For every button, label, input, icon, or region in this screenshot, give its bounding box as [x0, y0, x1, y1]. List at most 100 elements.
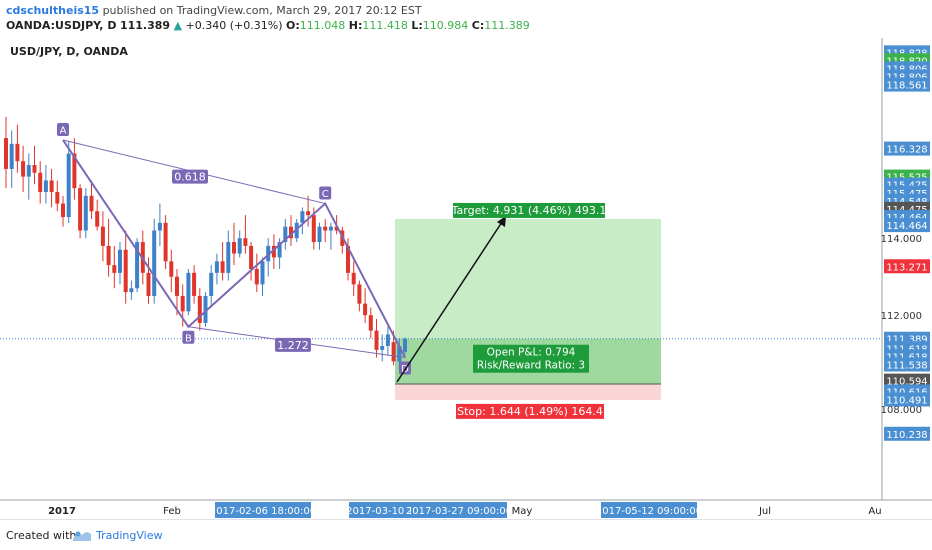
- candle-body: [300, 211, 305, 223]
- time-highlight-box: [349, 502, 411, 518]
- price-label: 111.538: [886, 360, 927, 371]
- time-highlight-label: 2017-05-12 09:00:00: [596, 506, 702, 517]
- candle-body: [323, 226, 328, 231]
- candle-body: [328, 226, 333, 231]
- candle-body: [357, 284, 362, 304]
- price-label-box: [884, 392, 930, 407]
- pnl-label: Open P&L: 0.794: [487, 347, 576, 359]
- pattern-point-C[interactable]: [319, 186, 332, 200]
- high-value: 111.418: [362, 19, 408, 32]
- time-tick-label: Au: [868, 506, 881, 517]
- candle-body: [4, 138, 8, 169]
- candle-body: [197, 295, 202, 323]
- close-value: 111.389: [484, 19, 530, 32]
- price-tick-label: 114.000: [881, 234, 922, 245]
- candle-body: [100, 226, 105, 246]
- ratio-badge: [172, 169, 208, 184]
- author-link[interactable]: cdschultheis15: [6, 4, 100, 17]
- loss-zone[interactable]: [395, 384, 661, 400]
- price-label: 114.464: [886, 221, 927, 232]
- price-tick-label: 112.000: [881, 311, 922, 322]
- pattern-point-A[interactable]: [57, 123, 69, 137]
- candle-body: [146, 272, 151, 296]
- candle-body: [271, 245, 276, 258]
- time-tick-label: Feb: [163, 506, 181, 517]
- candle-body: [232, 242, 236, 254]
- publish-line: cdschultheis15 published on TradingView.…: [6, 4, 422, 17]
- candle-body: [9, 143, 14, 169]
- stop-label: Stop: 1.644 (1.49%) 164.4: [457, 405, 603, 418]
- price-label: 118.561: [886, 81, 927, 92]
- candle-body: [385, 334, 390, 346]
- candle-body: [397, 346, 402, 362]
- time-highlight-label: 2017-03-10 1: [346, 506, 414, 517]
- candle-body: [180, 295, 185, 312]
- tradingview-logo-icon: [73, 531, 91, 541]
- candle-body: [374, 330, 379, 350]
- candle-body: [61, 203, 65, 218]
- price-label: 110.238: [886, 430, 927, 441]
- time-highlight-box: [601, 502, 697, 518]
- chart-header: cdschultheis15 published on TradingView.…: [0, 0, 932, 38]
- candle-body: [175, 276, 179, 296]
- price-label-box: [884, 357, 930, 372]
- price-label: 110.491: [886, 396, 927, 407]
- time-tick-label: Jul: [758, 506, 771, 517]
- pattern-point-label: B: [185, 333, 192, 344]
- time-highlight-label: 2017-02-06 18:00:00: [210, 506, 316, 517]
- candle-body: [380, 346, 385, 350]
- candle-body: [21, 161, 26, 177]
- price-label-box: [884, 373, 930, 388]
- tradingview-brand[interactable]: TradingView: [96, 529, 163, 542]
- candle-body: [32, 165, 37, 173]
- price-label-box: [884, 426, 930, 441]
- last-price: 111.389: [119, 19, 171, 32]
- candle-body: [363, 303, 368, 316]
- candle-body: [220, 261, 225, 273]
- stop-label-box: [456, 403, 604, 419]
- pattern-legs[interactable]: [62, 139, 406, 359]
- candle-body: [226, 242, 231, 273]
- price-label: 110.594: [886, 377, 927, 388]
- candle-body: [260, 261, 265, 285]
- candle-body: [112, 265, 117, 273]
- pnl-label-box: [473, 344, 589, 373]
- up-arrow-icon: ▲: [173, 19, 183, 32]
- arrow-head: [497, 216, 506, 227]
- candle-body: [83, 195, 88, 231]
- candle-body: [403, 338, 407, 352]
- candle-body: [277, 242, 282, 258]
- candle-body: [123, 249, 128, 293]
- candle-body: [15, 143, 20, 162]
- candle-body: [209, 272, 214, 296]
- candle-body: [55, 192, 60, 204]
- candle-body: [243, 238, 248, 246]
- candle-body: [38, 172, 43, 192]
- candle-body: [157, 222, 162, 231]
- close-label: C:: [471, 19, 485, 32]
- open-value: 111.048: [299, 19, 346, 32]
- candle-body: [351, 272, 356, 285]
- candle-body: [135, 242, 140, 289]
- candle-body: [78, 188, 83, 231]
- ratio-badge: [275, 337, 311, 352]
- target-label: Target: 4.931 (4.46%) 493.1: [451, 204, 607, 217]
- candle-body: [214, 261, 219, 273]
- time-highlight-label: 2017-03-27 09:00:00: [406, 506, 512, 517]
- footer: Created with TradingView: [0, 519, 932, 550]
- pattern-point-label: A: [60, 126, 67, 137]
- candle-body: [346, 245, 350, 273]
- candle-body: [152, 230, 157, 296]
- profit-zone[interactable]: [395, 218, 661, 339]
- pattern-point-B[interactable]: [182, 330, 195, 344]
- chart-title: USD/JPY, D, OANDA: [10, 45, 128, 58]
- open-label: O:: [285, 19, 300, 32]
- price-tick-label: 108.000: [881, 405, 922, 416]
- ratio-label: 1.272: [277, 339, 309, 352]
- candle-body: [311, 215, 316, 243]
- candle-body: [169, 261, 174, 277]
- low-value: 110.984: [422, 19, 469, 32]
- time-tick-label: 2017: [48, 506, 76, 517]
- price-label-box: [884, 141, 930, 156]
